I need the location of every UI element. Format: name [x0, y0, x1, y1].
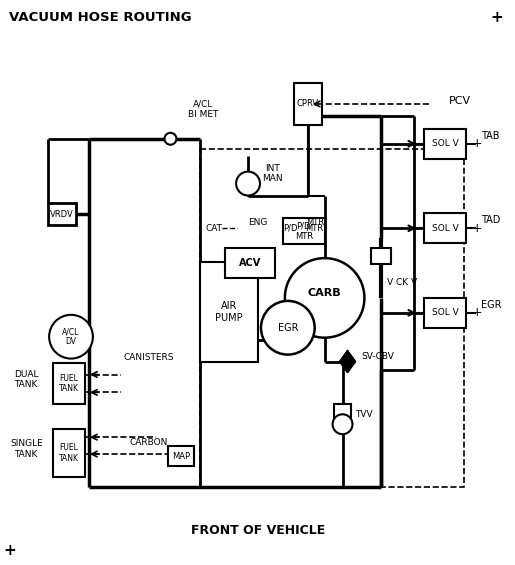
Text: AIR
PUMP: AIR PUMP — [215, 301, 243, 323]
Bar — [200, 262, 258, 362]
Bar — [168, 446, 194, 466]
Bar — [334, 405, 352, 420]
Text: P/D: P/D — [284, 224, 298, 233]
Text: ACV: ACV — [239, 258, 261, 268]
Circle shape — [261, 301, 315, 355]
Text: P/D
MTR: P/D MTR — [295, 221, 313, 241]
Circle shape — [285, 258, 365, 338]
Text: FRONT OF VEHICLE: FRONT OF VEHICLE — [191, 524, 325, 537]
Text: FUEL
TANK: FUEL TANK — [59, 374, 79, 393]
Text: CPRV: CPRV — [297, 99, 319, 108]
Text: TVV: TVV — [355, 410, 373, 419]
Bar — [53, 363, 85, 405]
Text: SV-CBV: SV-CBV — [362, 352, 394, 361]
Bar — [48, 203, 76, 225]
Polygon shape — [339, 351, 355, 372]
Text: +: + — [472, 222, 482, 235]
Text: EGR: EGR — [481, 300, 501, 310]
Bar — [424, 214, 466, 243]
Circle shape — [49, 315, 93, 359]
Circle shape — [333, 414, 352, 434]
Text: CANISTERS: CANISTERS — [123, 353, 174, 362]
Text: TAB: TAB — [481, 131, 499, 141]
Text: SOL V: SOL V — [432, 308, 458, 318]
Bar — [225, 248, 275, 278]
Text: A/CL
BI MET: A/CL BI MET — [188, 99, 219, 119]
Text: MTR: MTR — [305, 224, 323, 233]
Text: VACUUM HOSE ROUTING: VACUUM HOSE ROUTING — [9, 11, 192, 24]
Text: DUAL
TANK: DUAL TANK — [14, 370, 39, 389]
Text: EGR: EGR — [278, 323, 298, 333]
Text: INT
MAN: INT MAN — [262, 164, 283, 183]
Circle shape — [236, 172, 260, 195]
Text: V CK V: V CK V — [387, 279, 418, 288]
Text: +: + — [3, 543, 16, 558]
Bar — [294, 83, 322, 125]
Text: ENG: ENG — [248, 218, 267, 227]
Text: SOL V: SOL V — [432, 224, 458, 233]
Text: SOL V: SOL V — [432, 139, 458, 148]
Bar — [424, 129, 466, 159]
Text: MAP: MAP — [173, 451, 191, 460]
Text: PCV: PCV — [449, 96, 471, 106]
Text: +: + — [472, 137, 482, 150]
Text: CAT: CAT — [205, 224, 222, 233]
Bar — [424, 298, 466, 328]
Text: VRDV: VRDV — [50, 210, 74, 219]
Text: CARBON: CARBON — [129, 438, 168, 447]
Text: FUEL
TANK: FUEL TANK — [59, 444, 79, 463]
Bar — [283, 218, 324, 244]
Text: SINGLE
TANK: SINGLE TANK — [10, 440, 43, 459]
Text: A/CL
DV: A/CL DV — [62, 327, 80, 346]
Text: TAD: TAD — [481, 215, 500, 225]
Bar — [371, 248, 391, 264]
Text: MTR: MTR — [306, 218, 325, 227]
Circle shape — [164, 133, 177, 145]
Bar — [53, 429, 85, 477]
Text: +: + — [472, 306, 482, 319]
Text: CARB: CARB — [308, 288, 341, 298]
Text: +: + — [490, 10, 503, 25]
